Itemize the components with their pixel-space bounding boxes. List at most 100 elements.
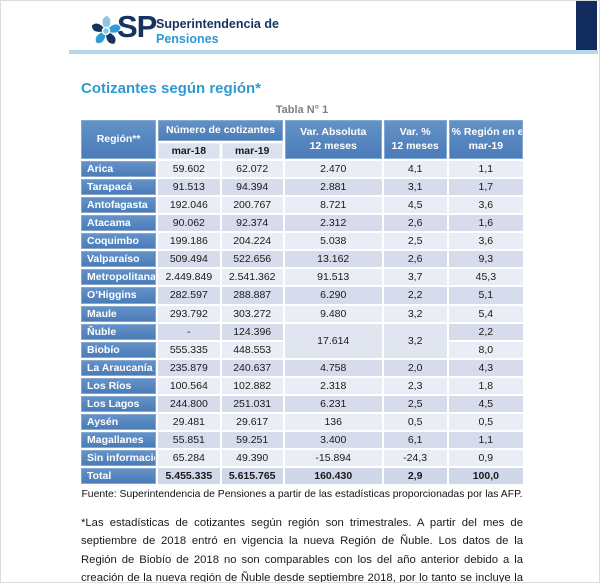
col-header-var-pct-line2: 12 meses [391, 139, 439, 152]
table-row: Valparaíso 509.494 522.656 13.162 2,6 9,3 [81, 251, 523, 268]
cell-var_pct: 2,2 [383, 287, 447, 304]
region-cell: Los Lagos [81, 395, 157, 412]
cell-mar18: 282.597 [158, 287, 220, 304]
cell-mar19: 288.887 [221, 287, 283, 304]
col-header-var-absoluta-line2: 12 meses [309, 139, 357, 152]
cell-mar18: 91.513 [158, 179, 220, 196]
region-cell: Coquimbo [81, 233, 157, 250]
table-row: Coquimbo 199.186 204.224 5.038 2,5 3,6 [81, 233, 523, 250]
table-row: Biobío 555.335 448.553 8,0 [81, 341, 523, 358]
cell-mar19: 94.394 [221, 179, 283, 196]
col-header-var-absoluta: Var. Absoluta 12 meses [284, 120, 382, 159]
table-row: Total 5.455.335 5.615.765 160.430 2,9 100,0 [81, 468, 523, 485]
cell-mar19: 124.396 [221, 323, 283, 340]
col-header-mar18: mar-18 [158, 142, 220, 159]
table-row: O’Higgins 282.597 288.887 6.290 2,2 5,1 [81, 287, 523, 304]
cell-pct_region: 1,8 [448, 377, 523, 394]
table-row: Tarapacá 91.513 94.394 2.881 3,1 1,7 [81, 179, 523, 196]
cell-var_pct: 2,0 [383, 359, 447, 376]
cell-var_abs: 91.513 [284, 269, 382, 286]
cell-mar19: 522.656 [221, 251, 283, 268]
header-row-1: Región** Número de cotizantes Var. Absol… [81, 120, 523, 159]
cell-var_abs: 2.312 [284, 215, 382, 232]
col-header-mar19: mar-19 [221, 142, 283, 159]
region-cell: Metropolitana [81, 269, 157, 286]
table-row: Los Lagos 244.800 251.031 6.231 2,5 4,5 [81, 395, 523, 412]
cell-pct_region: 0,9 [448, 450, 523, 467]
cell-pct_region: 3,6 [448, 233, 523, 250]
cell-mar18: 65.284 [158, 450, 220, 467]
cell-pct_region: 3,6 [448, 197, 523, 214]
cell-mar18: 100.564 [158, 377, 220, 394]
cell-pct_region: 8,0 [448, 341, 523, 358]
sp-logo-text: SP [117, 9, 157, 44]
cell-pct_region: 9,3 [448, 251, 523, 268]
col-header-var-pct: Var. % 12 meses [383, 120, 447, 159]
cell-pct_region: 1,7 [448, 179, 523, 196]
region-cell: Atacama [81, 215, 157, 232]
cell-pct_region: 5,1 [448, 287, 523, 304]
table-row: Antofagasta 192.046 200.767 8.721 4,5 3,6 [81, 197, 523, 214]
region-cell: Biobío [81, 341, 157, 358]
cell-mar19: 5.615.765 [221, 468, 283, 485]
cell-mar18: 235.879 [158, 359, 220, 376]
org-name: Superintendencia de Pensiones [156, 17, 279, 47]
table-row: Los Ríos 100.564 102.882 2.318 2,3 1,8 [81, 377, 523, 394]
cell-mar19: 59.251 [221, 431, 283, 448]
region-cell: Antofagasta [81, 197, 157, 214]
col-header-pct-region-line2: mar-19 [468, 139, 504, 152]
cell-pct_region: 4,5 [448, 395, 523, 412]
cell-mar18: 244.800 [158, 395, 220, 412]
cell-var_abs: 13.162 [284, 251, 382, 268]
cell-mar19: 92.374 [221, 215, 283, 232]
cell-mar18: - [158, 323, 220, 340]
cell-var_abs: 2.318 [284, 377, 382, 394]
cell-pct_region: 1,1 [448, 431, 523, 448]
brand-header: SP Superintendencia de Pensiones [1, 1, 599, 55]
col-header-pct-region-line1: % Región en el total [451, 126, 523, 139]
region-cell: Tarapacá [81, 179, 157, 196]
col-header-cotizantes-group: Número de cotizantes [158, 120, 283, 141]
cell-mar19: 29.617 [221, 413, 283, 430]
col-header-var-absoluta-line1: Var. Absoluta [300, 126, 367, 139]
cell-mar18: 90.062 [158, 215, 220, 232]
table-row: Metropolitana 2.449.849 2.541.362 91.513 3,7… [81, 269, 523, 286]
cell-pct_region: 1,1 [448, 161, 523, 178]
cell-var_abs: -15.894 [284, 450, 382, 467]
cell-var_abs: 17.614 [284, 323, 382, 358]
cell-var_pct: 2,6 [383, 251, 447, 268]
cell-var_pct: 4,1 [383, 161, 447, 178]
cell-var_pct: 6,1 [383, 431, 447, 448]
table-body: Arica 59.602 62.072 2.470 4,1 1,1 Tarapacá 91.5… [81, 161, 523, 485]
region-cell: Valparaíso [81, 251, 157, 268]
table-row: Atacama 90.062 92.374 2.312 2,6 1,6 [81, 215, 523, 232]
corner-navy-block [576, 1, 597, 51]
cell-var_pct: 3,2 [383, 305, 447, 322]
cell-var_pct: 2,9 [383, 468, 447, 485]
cell-mar19: 204.224 [221, 233, 283, 250]
footnote-asterisk: *Las estadísticas de cotizantes según re… [81, 517, 523, 583]
header-row-2: mar-18 mar-19 [81, 142, 523, 159]
table-row: Maule 293.792 303.272 9.480 3,2 5,4 [81, 305, 523, 322]
cell-var_abs: 5.038 [284, 233, 382, 250]
cell-pct_region: 5,4 [448, 305, 523, 322]
table-row: Aysén 29.481 29.617 136 0,5 0,5 [81, 413, 523, 430]
col-header-region: Región** [81, 120, 157, 159]
table-caption: Tabla N° 1 [275, 104, 329, 116]
cell-var_abs: 160.430 [284, 468, 382, 485]
cell-var_abs: 4.758 [284, 359, 382, 376]
cell-mar18: 2.449.849 [158, 269, 220, 286]
header-divider-rule [69, 50, 598, 54]
region-cell: Total [81, 468, 157, 485]
cell-pct_region: 4,3 [448, 359, 523, 376]
cell-var_pct: 3,2 [383, 323, 447, 358]
cell-var_abs: 136 [284, 413, 382, 430]
col-header-var-pct-line1: Var. % [399, 126, 431, 139]
cotizantes-table: Región** Número de cotizantes Var. Absol… [79, 118, 525, 486]
cell-mar19: 102.882 [221, 377, 283, 394]
page-title: Cotizantes según región* [81, 80, 262, 97]
region-cell: Magallanes [81, 431, 157, 448]
cell-var_pct: 4,5 [383, 197, 447, 214]
cell-mar19: 200.767 [221, 197, 283, 214]
cell-mar18: 59.602 [158, 161, 220, 178]
